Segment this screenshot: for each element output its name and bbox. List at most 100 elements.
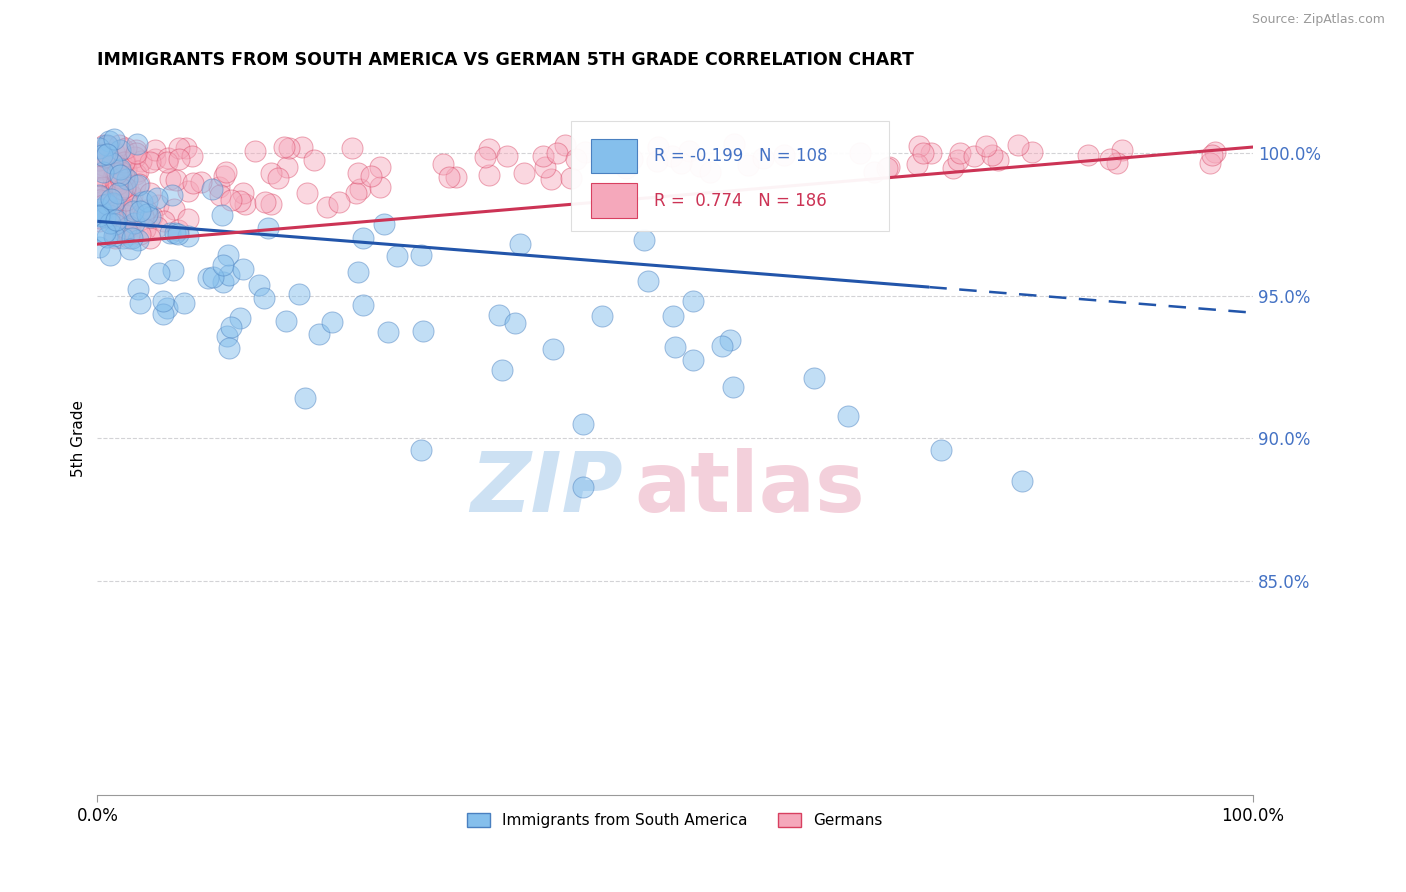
Point xyxy=(347,166,370,180)
Point xyxy=(291,140,314,154)
Point xyxy=(541,342,564,356)
Point xyxy=(349,182,371,196)
Point xyxy=(1077,148,1099,162)
Point xyxy=(105,178,128,192)
Point xyxy=(257,220,280,235)
Point xyxy=(491,363,513,377)
Point xyxy=(89,202,111,216)
Point xyxy=(160,188,183,202)
FancyBboxPatch shape xyxy=(571,120,889,231)
Point xyxy=(121,203,143,218)
Point xyxy=(233,196,256,211)
Point xyxy=(122,216,145,230)
Point xyxy=(721,380,744,394)
Point xyxy=(104,231,127,245)
Point xyxy=(1011,474,1033,488)
Point xyxy=(136,207,159,221)
Point xyxy=(104,164,127,178)
Point xyxy=(232,186,254,201)
Point xyxy=(115,221,138,235)
Point xyxy=(114,154,136,169)
Point xyxy=(152,294,174,309)
Point xyxy=(103,196,125,211)
Point xyxy=(647,140,669,154)
Point xyxy=(117,182,139,196)
Point xyxy=(253,194,276,209)
Point xyxy=(100,199,122,213)
Point xyxy=(104,176,127,190)
Point xyxy=(1111,143,1133,157)
Point xyxy=(942,161,965,175)
Point xyxy=(711,339,734,353)
Point xyxy=(478,169,501,183)
Point xyxy=(89,162,111,177)
Point xyxy=(146,191,169,205)
Point xyxy=(905,157,928,171)
Point xyxy=(146,198,169,212)
Point xyxy=(105,196,128,211)
Point xyxy=(115,141,138,155)
Point xyxy=(87,141,110,155)
Point xyxy=(633,233,655,247)
Point xyxy=(308,327,330,342)
Point xyxy=(108,162,131,177)
Point xyxy=(645,153,668,168)
Text: Source: ZipAtlas.com: Source: ZipAtlas.com xyxy=(1251,13,1385,27)
Point xyxy=(907,139,929,153)
Point xyxy=(297,186,319,200)
Point xyxy=(115,172,138,186)
Point xyxy=(173,295,195,310)
Point xyxy=(177,184,200,198)
Point xyxy=(104,205,127,219)
Point xyxy=(94,150,117,164)
Point xyxy=(190,175,212,189)
Point xyxy=(219,320,242,334)
Point xyxy=(911,145,934,160)
Point xyxy=(377,326,399,340)
Point xyxy=(877,161,900,175)
Point xyxy=(534,160,557,174)
Point xyxy=(437,169,460,184)
Point xyxy=(103,229,125,244)
Point xyxy=(121,230,143,244)
Point xyxy=(112,169,135,183)
Point xyxy=(247,277,270,292)
FancyBboxPatch shape xyxy=(591,184,637,218)
Point xyxy=(664,340,686,354)
Point xyxy=(121,188,143,202)
Point xyxy=(103,163,125,178)
Point xyxy=(1099,152,1122,166)
Point xyxy=(107,192,129,206)
Point xyxy=(90,145,112,160)
Point xyxy=(129,203,152,218)
Point xyxy=(91,198,114,212)
Point xyxy=(101,180,124,194)
Point xyxy=(478,142,501,156)
Point xyxy=(159,227,181,241)
Point xyxy=(260,196,283,211)
Point xyxy=(540,172,562,186)
Point xyxy=(114,179,136,194)
Point xyxy=(987,153,1010,168)
Point xyxy=(87,240,110,254)
Point xyxy=(167,227,190,242)
Point xyxy=(167,152,190,166)
Point xyxy=(115,208,138,222)
Point xyxy=(91,164,114,178)
Legend: Immigrants from South America, Germans: Immigrants from South America, Germans xyxy=(461,807,889,834)
FancyBboxPatch shape xyxy=(591,139,637,173)
Text: R =  0.774   N = 186: R = 0.774 N = 186 xyxy=(654,192,827,210)
Point xyxy=(166,223,188,237)
Point xyxy=(165,226,187,240)
Point xyxy=(96,138,118,153)
Point xyxy=(93,194,115,208)
Point xyxy=(571,417,593,431)
Point xyxy=(214,165,236,179)
Point xyxy=(661,149,683,163)
Point xyxy=(120,198,142,212)
Point xyxy=(138,211,160,225)
Point xyxy=(243,144,266,158)
Point xyxy=(181,149,204,163)
Point xyxy=(718,333,741,347)
Point xyxy=(94,210,117,224)
